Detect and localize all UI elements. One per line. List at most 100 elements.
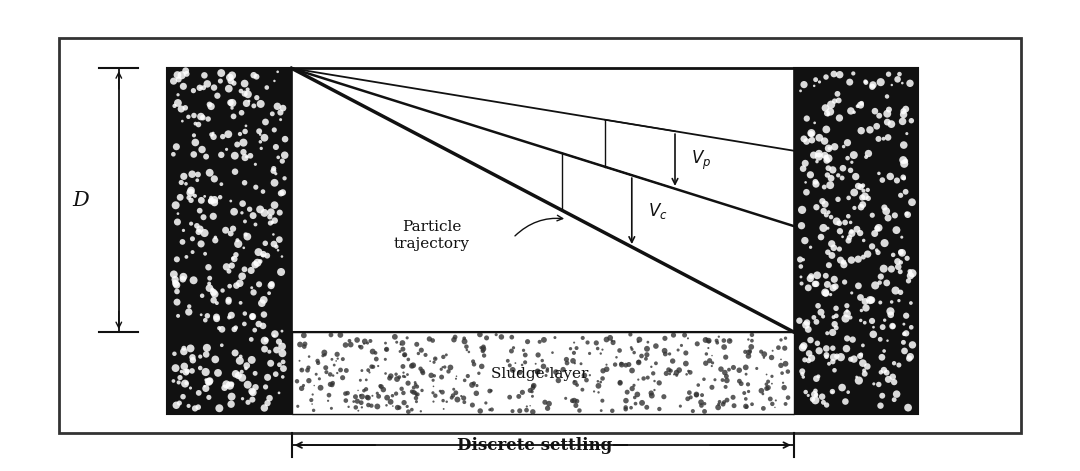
Point	[899, 130, 916, 138]
Point	[758, 381, 775, 388]
Point	[166, 102, 184, 110]
Point	[846, 355, 863, 363]
Point	[403, 388, 420, 395]
Point	[194, 114, 212, 122]
Point	[395, 399, 413, 406]
Point	[342, 341, 360, 349]
Point	[238, 365, 255, 372]
Point	[802, 130, 820, 138]
Point	[208, 299, 226, 307]
Point	[207, 313, 225, 321]
Point	[239, 381, 256, 389]
Point	[872, 402, 889, 409]
Point	[650, 379, 667, 387]
Point	[897, 330, 915, 337]
Point	[257, 240, 274, 247]
Bar	[794, 68, 918, 414]
Point	[795, 81, 812, 89]
Point	[225, 113, 242, 120]
Point	[302, 396, 320, 404]
Point	[417, 351, 434, 359]
Point	[840, 194, 858, 202]
Point	[892, 259, 909, 266]
Point	[816, 152, 834, 159]
Point	[395, 373, 413, 380]
Point	[271, 361, 288, 368]
Point	[721, 337, 739, 345]
Point	[375, 386, 392, 393]
Point	[679, 334, 697, 342]
Point	[409, 390, 427, 398]
Point	[894, 118, 912, 125]
Point	[598, 361, 616, 368]
Point	[522, 402, 539, 409]
Point	[198, 351, 215, 358]
Point	[681, 369, 699, 376]
Point	[262, 282, 280, 289]
Point	[170, 312, 187, 320]
Point	[408, 341, 426, 348]
Point	[761, 395, 779, 403]
Point	[226, 80, 243, 87]
Point	[258, 252, 275, 260]
Point	[518, 338, 536, 345]
Point	[463, 401, 481, 409]
Point	[322, 331, 339, 339]
Point	[710, 404, 727, 411]
Point	[320, 397, 337, 405]
Point	[306, 382, 323, 390]
Point	[623, 385, 640, 392]
Point	[899, 254, 916, 262]
Point	[568, 344, 585, 352]
Point	[880, 71, 897, 78]
Bar	[59, 38, 1021, 433]
Point	[618, 397, 635, 405]
Point	[878, 369, 895, 376]
Point	[795, 342, 812, 349]
Point	[807, 178, 824, 186]
Point	[206, 234, 224, 241]
Point	[856, 193, 874, 200]
Point	[897, 210, 915, 218]
Point	[170, 379, 187, 386]
Point	[252, 131, 269, 138]
Point	[868, 122, 886, 130]
Point	[838, 345, 855, 352]
Point	[797, 179, 814, 186]
Point	[185, 87, 202, 94]
Point	[191, 225, 208, 233]
Point	[904, 269, 921, 277]
Point	[818, 211, 835, 219]
Point	[852, 101, 869, 109]
Point	[866, 230, 883, 237]
Point	[875, 265, 892, 272]
Point	[894, 173, 912, 181]
Point	[874, 176, 891, 184]
Point	[178, 379, 195, 387]
Point	[756, 350, 773, 358]
Point	[257, 118, 274, 126]
Point	[881, 308, 899, 315]
Point	[246, 161, 264, 168]
Point	[762, 354, 780, 361]
Point	[261, 213, 279, 221]
Point	[891, 70, 908, 78]
Point	[378, 346, 395, 353]
Point	[835, 261, 852, 268]
Point	[879, 118, 896, 126]
Point	[239, 86, 256, 93]
Point	[646, 377, 663, 385]
Point	[499, 357, 516, 365]
Point	[328, 350, 346, 358]
Point	[210, 369, 227, 377]
Point	[305, 391, 322, 398]
Point	[772, 356, 789, 363]
Point	[328, 369, 346, 377]
Point	[856, 370, 874, 378]
Point	[180, 402, 198, 410]
Point	[848, 373, 865, 381]
Point	[378, 346, 395, 353]
Point	[740, 381, 757, 388]
Point	[252, 100, 269, 108]
Point	[895, 160, 913, 168]
